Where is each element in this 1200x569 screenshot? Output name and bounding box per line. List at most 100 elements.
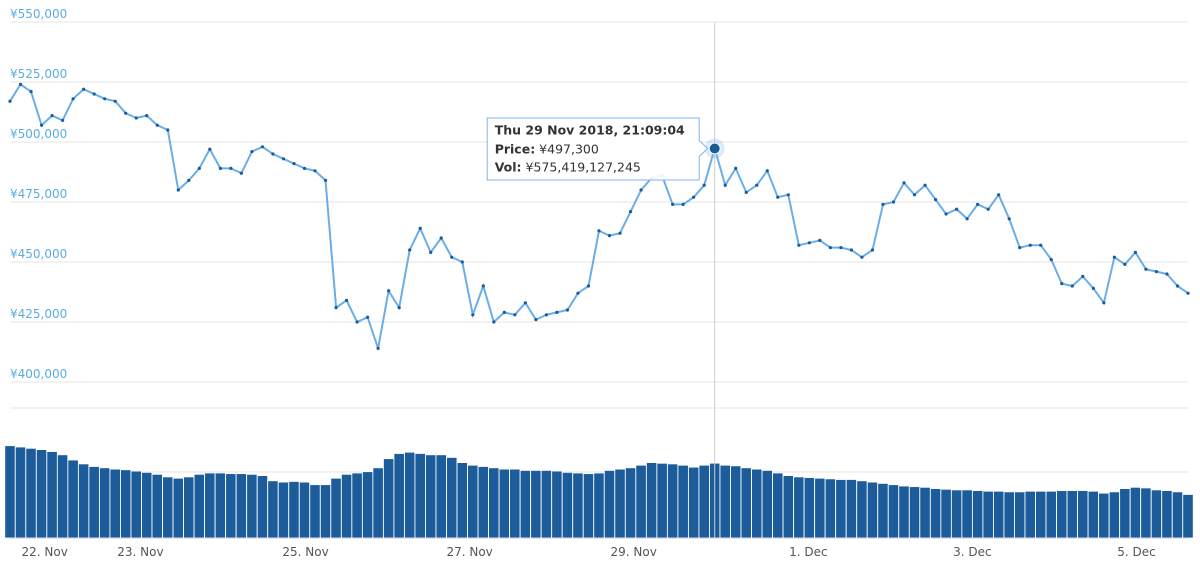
tooltip: Thu 29 Nov 2018, 21:09:04 Price: ¥497,30…: [486, 117, 709, 181]
price-point: [60, 118, 65, 122]
volume-bar: [256, 475, 269, 539]
volume-bar: [151, 473, 163, 539]
price-point: [208, 147, 212, 151]
volume-bar: [793, 476, 805, 539]
tick-labels: ¥400,000 ¥425,000 ¥450,000 ¥475,000 ¥500,000…: [10, 7, 1156, 559]
price-point: [1175, 284, 1180, 288]
tooltip-box: [486, 117, 709, 181]
price-point: [124, 111, 128, 115]
hover-point: [708, 142, 721, 155]
y-tick-label: ¥550,000: [10, 7, 67, 21]
x-tick-label: 25. Nov: [282, 545, 328, 559]
price-point: [323, 178, 328, 182]
volume-bar: [698, 464, 710, 539]
price-point: [145, 114, 149, 118]
price-point: [723, 183, 727, 187]
price-point: [849, 248, 854, 252]
volume-bar: [319, 484, 332, 539]
price-point: [513, 313, 517, 317]
volume-bar: [214, 472, 226, 539]
price-point: [692, 195, 696, 199]
volume-bar: [751, 468, 763, 539]
price-point: [997, 193, 1001, 197]
volume-bar: [288, 481, 300, 539]
volume-bar: [404, 451, 416, 539]
price-point: [807, 241, 811, 245]
volume-bar: [277, 481, 290, 539]
x-tick-label: 1. Dec: [789, 545, 827, 559]
volume-bar: [414, 453, 426, 539]
volume-bars: [4, 445, 1194, 539]
price-point: [1018, 246, 1022, 250]
price-point: [786, 193, 790, 197]
price-point: [1123, 262, 1127, 266]
price-point: [439, 236, 443, 240]
price-point: [302, 166, 307, 170]
volume-bar: [677, 464, 689, 539]
y-tick-label: ¥450,000: [10, 247, 67, 261]
price-point: [839, 246, 843, 250]
volume-bar: [446, 456, 458, 539]
volume-bar: [183, 476, 195, 539]
volume-bar: [1066, 490, 1078, 539]
price-point: [523, 301, 527, 305]
volume-bar: [120, 469, 132, 539]
price-point: [344, 298, 349, 302]
volume-bar: [803, 477, 815, 539]
price-point: [597, 229, 601, 233]
volume-bar: [730, 465, 742, 539]
price-point: [1112, 255, 1116, 259]
price-point: [50, 114, 54, 118]
price-point: [366, 315, 370, 319]
volume-bar: [330, 477, 342, 539]
volume-bar: [1182, 494, 1194, 539]
price-point: [1028, 243, 1032, 247]
price-point: [618, 231, 622, 235]
volume-bar: [309, 484, 321, 539]
volume-bar: [656, 462, 668, 539]
volume-bar: [393, 453, 405, 539]
volume-bar: [488, 467, 500, 539]
x-tick-label: 27. Nov: [446, 545, 492, 559]
volume-bar: [130, 470, 142, 539]
price-point: [408, 248, 412, 252]
price-point: [450, 255, 454, 259]
price-point: [8, 99, 12, 103]
volume-bar: [351, 472, 363, 539]
volume-bar: [1161, 490, 1173, 539]
volume-bar: [1024, 490, 1036, 539]
volume-bar: [603, 469, 616, 539]
volume-bar: [1129, 486, 1142, 539]
price-point: [744, 190, 748, 194]
x-tick-label: 23. Nov: [117, 545, 163, 559]
price-point: [239, 171, 243, 175]
volume-bar: [972, 490, 984, 539]
price-point: [313, 169, 317, 173]
price-point: [755, 183, 759, 187]
price-point: [1133, 250, 1138, 254]
tooltip-vol-value: ¥575,419,127,245: [526, 159, 641, 174]
volume-bar: [172, 477, 184, 539]
volume-bar: [1045, 490, 1057, 539]
volume-bar: [908, 486, 921, 539]
volume-bar: [298, 481, 311, 539]
volume-bar: [740, 467, 752, 539]
volume-bar: [1003, 491, 1015, 539]
volume-bar: [540, 469, 553, 539]
price-point: [544, 313, 549, 317]
price-point: [1007, 217, 1011, 221]
price-point: [502, 310, 506, 314]
price-point: [628, 210, 633, 214]
price-series: [8, 82, 1190, 350]
price-point: [229, 166, 233, 170]
volume-bar: [1098, 492, 1110, 539]
volume-bar: [509, 468, 521, 539]
volume-bar: [46, 451, 58, 539]
volume-bar: [88, 466, 100, 539]
price-point: [944, 212, 948, 216]
volume-bar: [856, 480, 868, 539]
volume-bar: [1171, 491, 1184, 539]
price-point: [902, 181, 906, 185]
volume-bar: [99, 467, 111, 539]
